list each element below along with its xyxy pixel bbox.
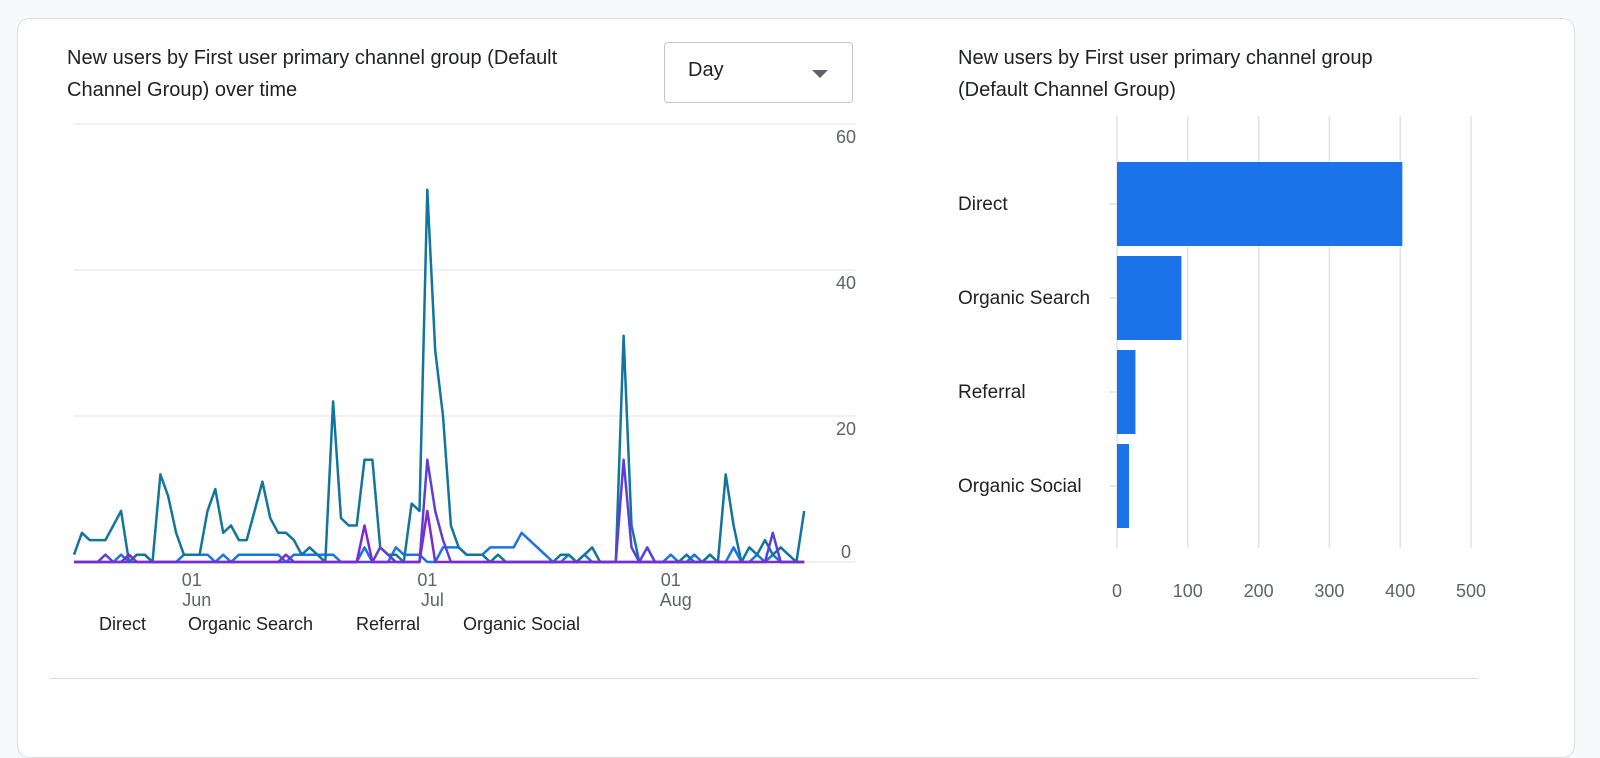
granularity-value: Day — [688, 59, 724, 81]
y-tick-label: 40 — [836, 273, 856, 293]
series-line-direct[interactable] — [74, 531, 805, 564]
x-tick-label: 300 — [1314, 581, 1344, 601]
granularity-dropdown[interactable]: Day — [664, 42, 853, 103]
legend-item-organic-search[interactable]: Organic Search — [188, 614, 314, 634]
x-tick-label: 200 — [1244, 581, 1274, 601]
x-tick-month: Aug — [660, 590, 692, 610]
card — [17, 18, 1575, 758]
divider — [50, 678, 1478, 679]
legend-item-referral[interactable]: Referral — [356, 614, 421, 634]
chevron-down-icon — [812, 70, 828, 78]
y-tick-label: 20 — [836, 419, 856, 439]
y-tick-label: 60 — [836, 127, 856, 147]
line-chart-title: New users by First user primary channel … — [67, 47, 558, 101]
legend-item-organic-social[interactable]: Organic Social — [463, 614, 581, 634]
x-tick-month: Jun — [182, 590, 211, 610]
y-tick-label: 0 — [841, 542, 851, 562]
x-tick-month: Jul — [421, 590, 444, 610]
category-label: Referral — [958, 382, 1026, 403]
x-tick-label: 500 — [1456, 581, 1486, 601]
series-line-referral[interactable] — [74, 458, 805, 564]
bar-organic-search[interactable] — [1117, 256, 1182, 340]
x-tick-day: 01 — [661, 570, 681, 590]
category-label: Direct — [958, 194, 1008, 215]
x-tick-label: 100 — [1173, 581, 1203, 601]
category-label: Organic Social — [958, 476, 1082, 497]
bar-referral[interactable] — [1117, 350, 1136, 434]
x-tick-label: 400 — [1385, 581, 1415, 601]
category-label: Organic Search — [958, 288, 1090, 309]
bar-chart: 0 100 200 300 400 500 Direct Organic Search Refe… — [958, 116, 1486, 601]
bar-chart-title: New users by First user primary channel … — [958, 47, 1373, 101]
x-tick-day: 01 — [417, 570, 437, 590]
legend-item-direct[interactable]: Direct — [99, 614, 147, 634]
x-tick-day: 01 — [182, 570, 202, 590]
x-tick-label: 0 — [1112, 581, 1122, 601]
bar-direct[interactable] — [1117, 162, 1403, 246]
series-line-organic-social[interactable] — [74, 509, 805, 564]
bar-organic-social[interactable] — [1117, 444, 1130, 528]
series-line-organic-search[interactable] — [72, 188, 806, 564]
